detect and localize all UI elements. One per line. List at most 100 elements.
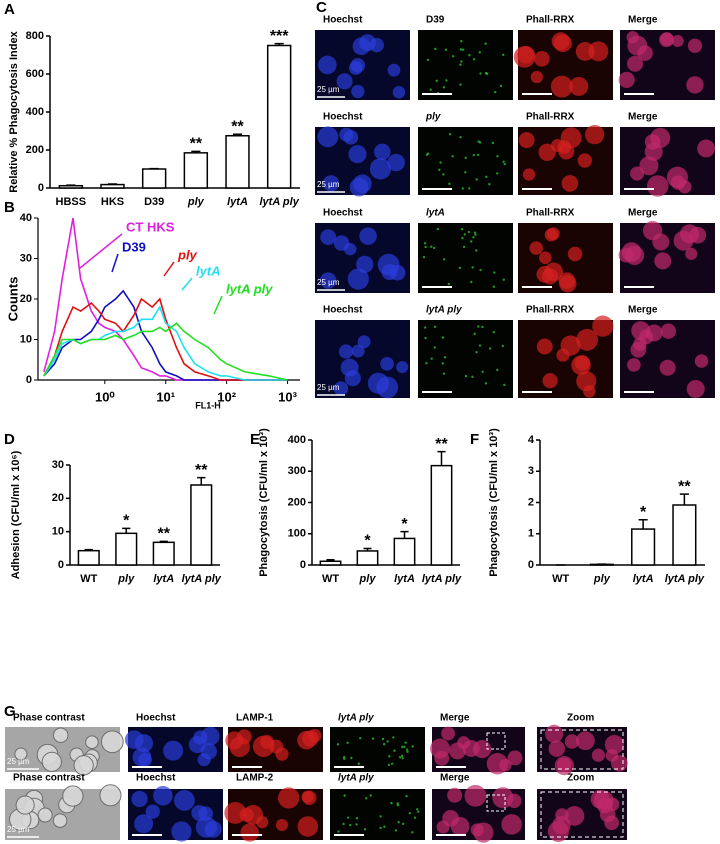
image-header: Merge [440, 773, 470, 784]
cell [645, 324, 663, 342]
cell [400, 754, 404, 758]
cell [564, 806, 585, 826]
cell [530, 70, 543, 84]
bar [672, 504, 697, 566]
significance: ** [678, 478, 691, 495]
cell [479, 72, 482, 75]
cell [478, 51, 481, 54]
x-tick-label: lytA [153, 573, 174, 585]
cell [518, 132, 535, 149]
cell [343, 794, 346, 797]
cell [496, 172, 499, 175]
cell [576, 328, 599, 351]
error-bar [326, 558, 335, 562]
cell [522, 168, 536, 181]
image-header: lytA ply [338, 713, 374, 724]
cell [369, 794, 372, 797]
bar [190, 484, 213, 566]
cell [491, 141, 495, 145]
cell [591, 748, 606, 762]
cell [513, 46, 536, 68]
cell [501, 814, 522, 835]
bar [77, 549, 100, 566]
histogram-line [43, 322, 288, 381]
cell [481, 325, 484, 329]
cell [396, 361, 409, 374]
cell [550, 75, 573, 98]
cell [507, 793, 522, 809]
cell [390, 801, 393, 805]
cell [417, 810, 420, 813]
micrograph [330, 727, 425, 772]
scale-bar-label: 25 µm [7, 757, 30, 766]
cell [538, 143, 556, 162]
cell [426, 58, 430, 62]
cell [484, 71, 488, 75]
y-axis-label: Adhesion (CFU/ml x 10⁶) [10, 450, 22, 579]
x-tick-label: 10² [217, 389, 236, 404]
zoom-frame [540, 729, 624, 770]
series-label: CT HKS [126, 219, 175, 234]
scale-bar-label: 25 µm [317, 85, 340, 94]
cell [171, 821, 192, 842]
zoom-frame [540, 791, 624, 838]
cell [425, 153, 429, 156]
y-tick-label: 20 [20, 293, 32, 305]
cell [496, 368, 499, 372]
cell [430, 245, 433, 248]
cell [333, 381, 349, 396]
error-bar [638, 518, 648, 530]
cell [694, 354, 709, 368]
cell [479, 268, 482, 272]
cell [448, 182, 451, 186]
cell [424, 336, 427, 340]
cell [464, 156, 467, 160]
y-tick-label: 0 [58, 559, 64, 571]
error-bar [274, 42, 284, 46]
cell [405, 748, 409, 751]
cell [470, 823, 484, 837]
image-header: Hoechst [323, 112, 363, 123]
cell [534, 51, 550, 67]
series-label: lytA [196, 263, 221, 278]
cell [646, 175, 669, 197]
cell [633, 337, 647, 351]
error-bar [107, 183, 118, 185]
x-tick-label: 10⁰ [95, 389, 115, 404]
image-header: LAMP-2 [236, 773, 274, 784]
cell [436, 227, 440, 231]
cell [355, 816, 359, 820]
significance: * [640, 504, 647, 521]
cell [539, 251, 552, 265]
cell [499, 758, 512, 772]
cell [459, 63, 462, 66]
cell [496, 155, 499, 158]
cell [382, 743, 386, 746]
cell [322, 175, 340, 192]
cell [392, 736, 395, 739]
cell [472, 153, 475, 157]
cell [41, 751, 62, 772]
cell [536, 265, 554, 283]
cell [424, 245, 427, 249]
cell [687, 38, 703, 53]
x-tick-label: lytA ply [182, 573, 222, 585]
cell [642, 221, 663, 241]
cell [408, 811, 412, 815]
y-tick-label: 40 [20, 212, 32, 224]
cell [445, 79, 448, 82]
cell [488, 183, 491, 186]
cell [336, 743, 340, 746]
y-tick-label: 10 [52, 526, 64, 538]
error-bar [84, 548, 93, 551]
y-axis-label: Phagocytosis (CFU/ml x 10³) [488, 428, 500, 577]
x-tick-label: lytA [394, 573, 415, 585]
cell [317, 126, 339, 148]
image-header: lytA [426, 208, 445, 219]
y-tick-label: 4 [528, 434, 535, 446]
cell [416, 808, 419, 811]
cell [339, 127, 354, 142]
cell [343, 757, 346, 760]
x-tick-label: ply [117, 573, 135, 585]
label-arrow [213, 295, 223, 315]
